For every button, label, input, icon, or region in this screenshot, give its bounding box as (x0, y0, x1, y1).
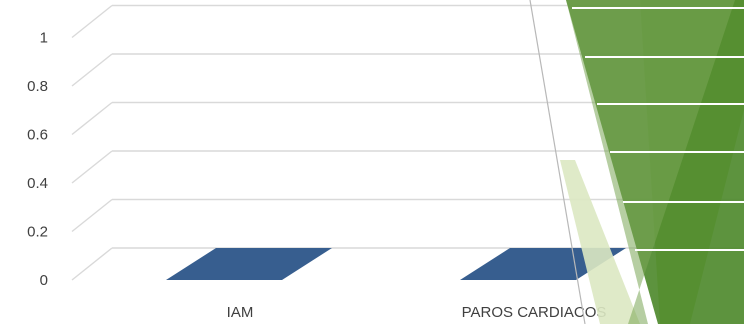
decorative-theme-shapes (529, 0, 744, 324)
y-tick-label: 0.2 (27, 224, 48, 241)
bars (166, 248, 626, 280)
gridline-wall (71, 150, 113, 184)
decor-white-stripes (572, 7, 744, 251)
x-category-label: IAM (227, 304, 254, 321)
bar-iam (166, 248, 332, 280)
gridline-wall (71, 53, 113, 87)
y-tick-label: 1 (40, 30, 48, 47)
y-tick-label: 0.6 (27, 127, 48, 144)
x-category-label: PAROS CARDIACOS (462, 304, 607, 321)
decor-pale-wedge (560, 160, 640, 324)
x-axis-categories: IAM PAROS CARDIACOS (227, 304, 607, 321)
gridline-wall (71, 198, 113, 233)
decor-mid-green-overlay (566, 0, 735, 324)
y-tick-label: 0.8 (27, 78, 48, 95)
gridline-wall (71, 101, 113, 136)
y-tick-label: 0 (40, 272, 48, 289)
decor-thin-line (529, 0, 586, 324)
y-axis-ticks: 0 0.2 0.4 0.6 0.8 1 (27, 30, 48, 290)
gridline-wall (71, 4, 113, 39)
y-tick-label: 0.4 (27, 175, 48, 192)
gridline-wall (71, 247, 113, 281)
